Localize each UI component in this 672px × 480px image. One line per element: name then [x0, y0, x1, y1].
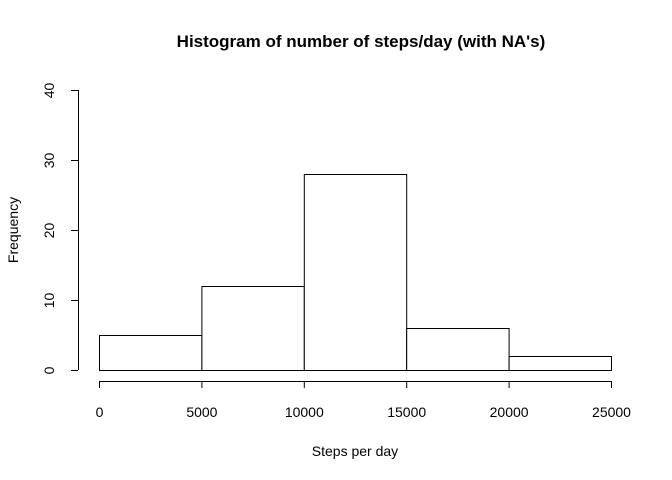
y-tick-label-4: 40 — [41, 83, 57, 99]
y-axis: 0 10 20 30 40 — [41, 83, 79, 374]
x-tick-label-3: 15000 — [387, 404, 426, 420]
histogram-bar-4 — [508, 356, 613, 371]
x-tick-label-4: 20000 — [490, 404, 529, 420]
histogram-bars — [99, 174, 613, 371]
y-tick-label-0: 0 — [41, 366, 57, 374]
x-axis-label: Steps per day — [312, 443, 398, 459]
chart-title: Histogram of number of steps/day (with N… — [177, 32, 546, 51]
x-axis: 0 5000 10000 15000 20000 25000 — [96, 381, 631, 420]
x-tick-label-1: 5000 — [186, 404, 217, 420]
y-axis-label: Frequency — [5, 197, 21, 263]
x-tick-label-2: 10000 — [285, 404, 324, 420]
x-tick-label-5: 25000 — [592, 404, 631, 420]
histogram-bar-2 — [303, 174, 408, 371]
histogram-bar-1 — [201, 286, 305, 371]
x-tick-label-0: 0 — [96, 404, 104, 420]
histogram-bar-3 — [406, 328, 510, 371]
y-tick-label-1: 10 — [41, 293, 57, 309]
y-tick-label-2: 20 — [41, 223, 57, 239]
y-tick-label-3: 30 — [41, 153, 57, 169]
histogram-bar-0 — [99, 335, 203, 371]
